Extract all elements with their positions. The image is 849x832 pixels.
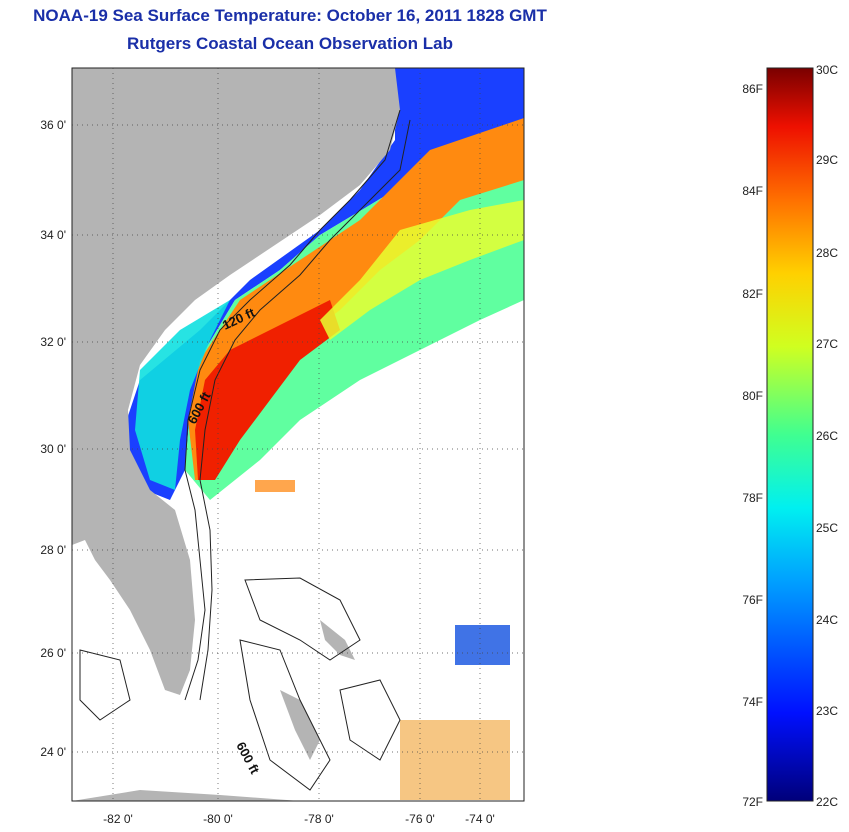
- colorbar-c-label: 23C: [816, 704, 838, 718]
- land-southeast-us: [72, 68, 400, 695]
- lat-label: 30 0': [40, 442, 66, 456]
- lon-label: -80 0': [203, 812, 233, 826]
- colorbar-f-label: 74F: [742, 695, 763, 709]
- colorbar-c-label: 29C: [816, 153, 838, 167]
- colorbar-f-label: 78F: [742, 491, 763, 505]
- map-area: [72, 68, 524, 801]
- colorbar-c-label: 26C: [816, 429, 838, 443]
- lat-label: 24 0': [40, 745, 66, 759]
- land-bahamas-2: [280, 690, 320, 760]
- land-bahamas-1: [320, 620, 355, 660]
- colorbar-f-label: 72F: [742, 795, 763, 809]
- longitude-labels: -82 0' -80 0' -78 0' -76 0' -74 0': [103, 812, 495, 826]
- colorbar-c-label: 24C: [816, 613, 838, 627]
- colorbar-celsius-labels: 30C 29C 28C 27C 26C 25C 24C 23C 22C: [816, 63, 838, 809]
- colorbar-c-label: 30C: [816, 63, 838, 77]
- latitude-labels: 36 0' 34 0' 32 0' 30 0' 28 0' 26 0' 24 0…: [40, 118, 66, 759]
- map-subtitle: Rutgers Coastal Ocean Observation Lab: [127, 34, 453, 53]
- sst-field-hot: [195, 300, 340, 480]
- lon-label: -82 0': [103, 812, 133, 826]
- colorbar-f-label: 82F: [742, 287, 763, 301]
- sst-field-coastal-cyan: [135, 300, 230, 490]
- contour-600ft: [199, 119, 411, 701]
- sst-field-warm: [188, 118, 524, 480]
- lon-label: -76 0': [405, 812, 435, 826]
- map-title: NOAA-19 Sea Surface Temperature: October…: [33, 6, 547, 25]
- graticule: [72, 68, 524, 801]
- lat-label: 36 0': [40, 118, 66, 132]
- contour-bahamas: [79, 577, 401, 791]
- colorbar-f-label: 76F: [742, 593, 763, 607]
- colorbar-f-label: 86F: [742, 82, 763, 96]
- lat-label: 34 0': [40, 228, 66, 242]
- colorbar-f-label: 80F: [742, 389, 763, 403]
- colorbar: [766, 67, 814, 802]
- contour-120ft: [184, 109, 401, 701]
- land-cuba: [72, 790, 300, 801]
- lat-label: 28 0': [40, 543, 66, 557]
- colorbar-fahrenheit-labels: 86F 84F 82F 80F 78F 76F 74F 72F: [742, 82, 763, 809]
- colorbar-c-label: 25C: [816, 521, 838, 535]
- colorbar-c-label: 27C: [816, 337, 838, 351]
- lon-label: -74 0': [465, 812, 495, 826]
- map-frame: [71, 67, 525, 802]
- colorbar-c-label: 28C: [816, 246, 838, 260]
- colorbar-f-label: 84F: [742, 184, 763, 198]
- lon-label: -78 0': [304, 812, 334, 826]
- lat-label: 32 0': [40, 335, 66, 349]
- colorbar-c-label: 22C: [816, 795, 838, 809]
- lat-label: 26 0': [40, 646, 66, 660]
